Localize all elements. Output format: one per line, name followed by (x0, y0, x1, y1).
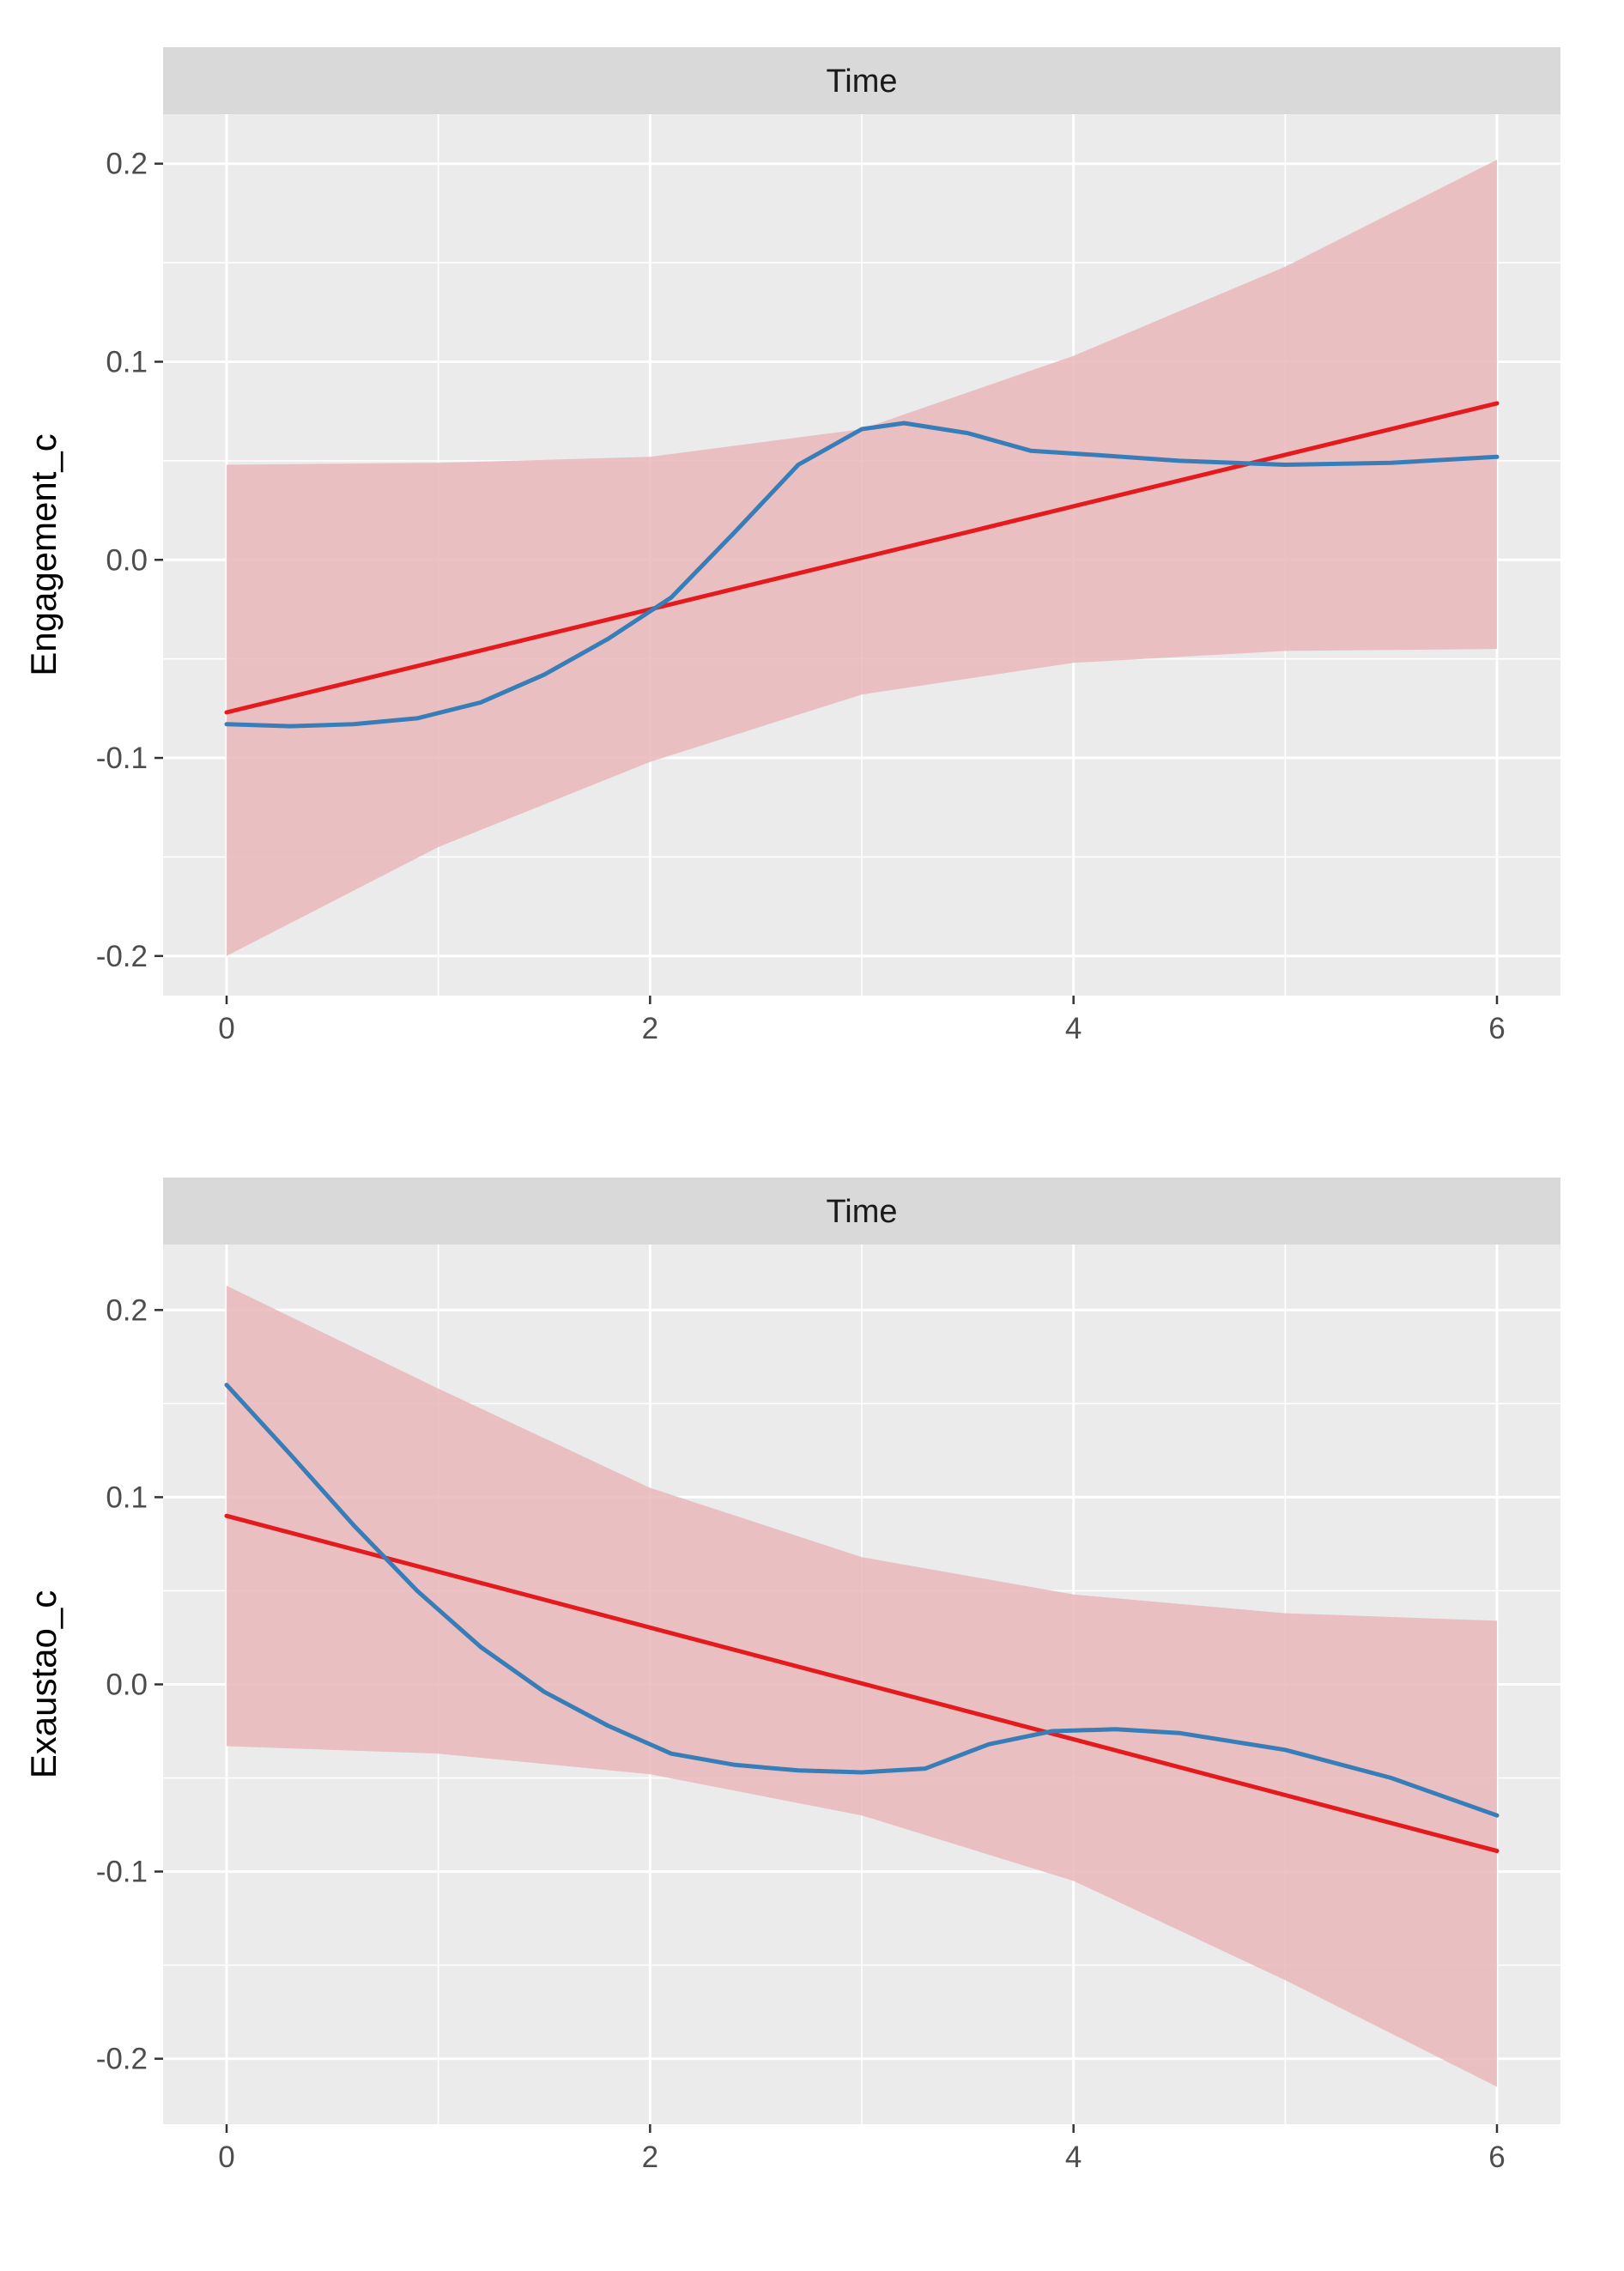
x-tick-label: 2 (642, 2141, 658, 2174)
y-tick-label: 0.0 (106, 1668, 148, 1702)
y-tick-label: 0.0 (106, 543, 148, 577)
confidence-ribbon (227, 1286, 1497, 2087)
facet-strip-label: Time (826, 64, 897, 100)
x-tick-label: 0 (218, 2141, 234, 2174)
smooth-fit-line (224, 1383, 1500, 1818)
x-tick-label: 2 (642, 1012, 658, 1045)
y-tick-label: 0.2 (106, 1293, 148, 1327)
x-tick-label: 6 (1488, 2141, 1505, 2174)
chart-panel-2: Time 0 2 4 6 -0.2 -0.1 0.0 0.1 0.2 Exaustao_c (23, 1178, 1560, 2174)
y-tick-label: -0.1 (96, 742, 148, 775)
x-tick-label: 6 (1488, 1012, 1505, 1045)
y-tick-label: -0.2 (96, 940, 148, 973)
y-tick-label: 0.1 (106, 1481, 148, 1514)
x-tick-label: 0 (218, 1012, 234, 1045)
chart-panel-1: Time 0 2 4 6 -0.2 -0.1 0.0 0.1 0.2 Engagement_c (23, 47, 1560, 1045)
x-tick-label: 4 (1065, 2141, 1082, 2174)
y-tick-label: -0.1 (96, 1856, 148, 1889)
y-tick-label: 0.2 (106, 148, 148, 181)
linear-fit-line (224, 401, 1500, 715)
smooth-fit-line (224, 421, 1500, 729)
y-axis-title: Exaustao_c (23, 1590, 64, 1778)
y-axis-title: Engagement_c (23, 433, 64, 676)
facet-strip (163, 47, 1560, 114)
y-tick-label: -0.2 (96, 2043, 148, 2076)
linear-fit-line (224, 1513, 1500, 1854)
facet-strip-label: Time (826, 1194, 897, 1230)
facet-strip (163, 1178, 1560, 1245)
x-tick-label: 4 (1065, 1012, 1082, 1045)
y-tick-label: 0.1 (106, 345, 148, 378)
